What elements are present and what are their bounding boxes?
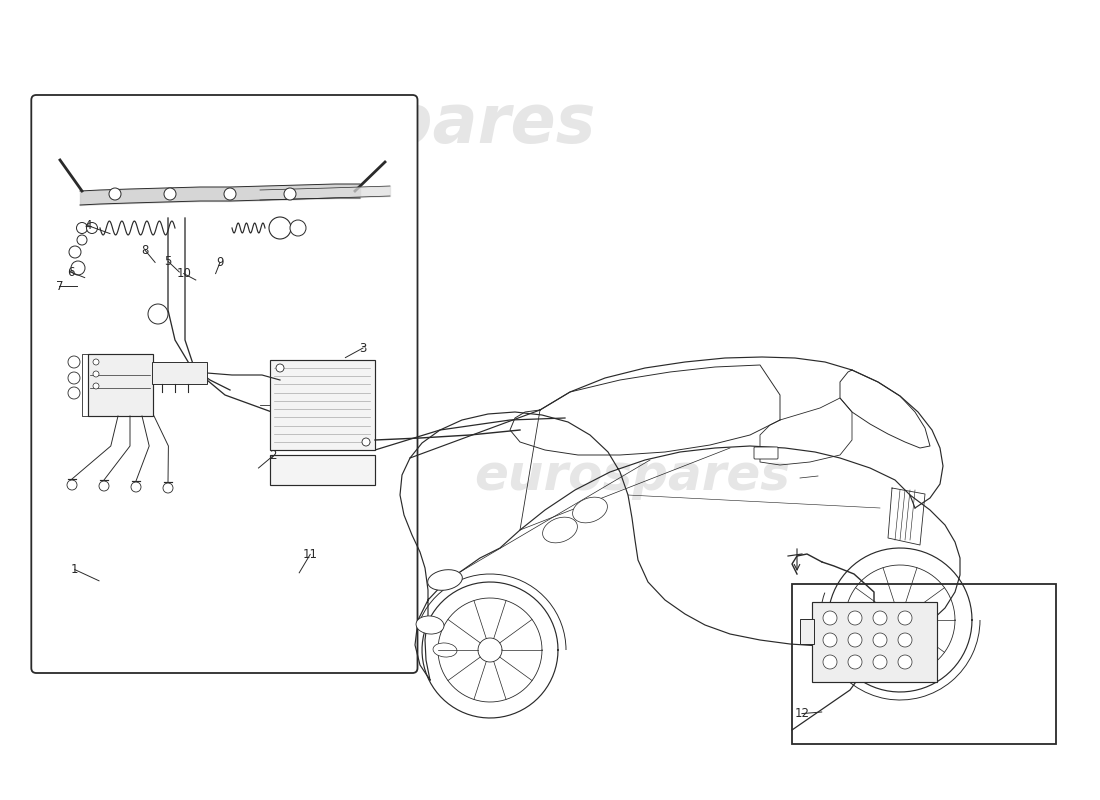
FancyBboxPatch shape [31,95,418,673]
Text: 1: 1 [72,563,78,576]
Bar [152,362,207,384]
Circle shape [276,364,284,372]
Bar [270,360,375,450]
Text: eurospares: eurospares [474,452,791,500]
Text: 3: 3 [360,342,366,354]
Circle shape [94,359,99,365]
Circle shape [77,222,88,234]
Circle shape [823,611,837,625]
Circle shape [72,261,85,275]
Circle shape [94,383,99,389]
Circle shape [224,188,236,200]
Bar [792,584,1056,744]
Circle shape [109,188,121,200]
Circle shape [77,235,87,245]
FancyBboxPatch shape [754,447,778,459]
Circle shape [67,480,77,490]
Ellipse shape [428,570,462,590]
Circle shape [898,633,912,647]
Circle shape [163,483,173,493]
Circle shape [873,655,887,669]
Circle shape [68,372,80,384]
Text: 5: 5 [165,255,172,268]
Ellipse shape [433,643,456,657]
Circle shape [848,611,862,625]
Circle shape [68,356,80,368]
Circle shape [68,387,80,399]
Circle shape [148,304,168,324]
Circle shape [898,655,912,669]
Bar [270,455,375,485]
Circle shape [284,188,296,200]
Text: 2: 2 [270,450,276,462]
Bar [800,619,814,644]
Text: 7: 7 [56,280,63,293]
Circle shape [164,188,176,200]
Ellipse shape [573,497,607,523]
Circle shape [290,220,306,236]
Ellipse shape [416,616,444,634]
Bar [812,602,937,682]
Circle shape [362,438,370,446]
Text: 4: 4 [85,219,91,232]
Text: 6: 6 [67,266,74,278]
Circle shape [87,222,98,234]
Circle shape [270,217,292,239]
Circle shape [848,655,862,669]
Text: eurospares: eurospares [174,91,596,157]
Ellipse shape [542,517,578,543]
Circle shape [69,246,81,258]
Circle shape [823,655,837,669]
Text: 12: 12 [794,707,810,720]
Circle shape [131,482,141,492]
Circle shape [94,371,99,377]
Circle shape [823,633,837,647]
Circle shape [873,611,887,625]
Circle shape [898,611,912,625]
Bar [88,354,153,416]
Text: 9: 9 [217,256,223,269]
Circle shape [873,633,887,647]
Text: 11: 11 [302,548,318,561]
Circle shape [848,633,862,647]
Text: 8: 8 [142,244,148,257]
Circle shape [99,481,109,491]
Text: 10: 10 [176,267,191,280]
